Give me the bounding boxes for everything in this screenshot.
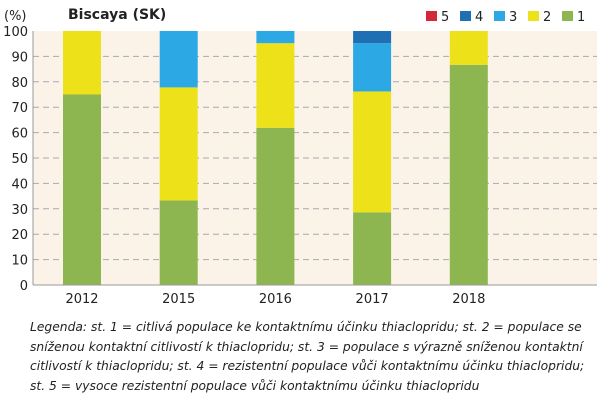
legend-note: Legenda: st. 1 = citlivá populace ke kon… [30, 320, 585, 393]
x-tick-label: 2015 [162, 292, 195, 307]
bar-segment-2017-st4 [353, 31, 392, 44]
y-tick-label: 80 [11, 76, 28, 91]
bar-segment-2016-st1 [256, 127, 295, 285]
y-tick-label: 40 [11, 177, 28, 192]
x-tick-label: 2016 [259, 292, 292, 307]
legend-label-4: 4 [475, 10, 483, 25]
y-tick-label: 50 [11, 152, 28, 167]
legend-label-5: 5 [441, 10, 449, 25]
legend-label-1: 1 [577, 10, 585, 25]
y-tick-label: 10 [11, 254, 28, 269]
legend-swatch-1 [562, 11, 573, 21]
y-tick-label: 100 [3, 25, 28, 40]
legend-swatch-4 [460, 11, 471, 21]
chart-title: Biscaya (SK) [68, 7, 166, 23]
bar-segment-2018-st1 [449, 64, 488, 285]
bar-segment-2018-st2 [449, 31, 488, 65]
x-tick-label: 2018 [452, 292, 485, 307]
y-tick-label: 20 [11, 228, 28, 243]
legend: 5 4 3 2 1 [426, 10, 585, 25]
bar-segment-2017-st2 [353, 91, 392, 213]
legend-label-2: 2 [543, 10, 551, 25]
stacked-bar-chart: 0 10 20 30 40 50 60 70 80 90 100 2012 2015 2016 2017 2… [3, 7, 597, 307]
y-axis-label: (%) [4, 9, 27, 24]
legend-swatch-3 [494, 11, 505, 21]
y-tick-label: 90 [11, 50, 28, 65]
bar-segment-2015-st3 [159, 31, 198, 88]
bar-segment-2012-st1 [63, 94, 101, 285]
y-tick-label: 70 [11, 101, 28, 116]
bar-segment-2012-st2 [63, 31, 101, 95]
legend-swatch-2 [528, 11, 539, 21]
legend-swatch-5 [426, 11, 437, 21]
bar-segment-2015-st1 [159, 200, 198, 285]
bar-segment-2017-st1 [353, 212, 392, 285]
bar-segment-2017-st3 [353, 43, 392, 92]
x-tick-label: 2017 [356, 292, 389, 307]
y-tick-label: 0 [20, 279, 28, 294]
y-tick-label: 30 [11, 203, 28, 218]
y-tick-label: 60 [11, 127, 28, 142]
bar-segment-2015-st2 [159, 87, 198, 201]
bar-segment-2016-st2 [256, 43, 295, 128]
x-tick-label: 2012 [65, 292, 98, 307]
bar-segment-2016-st3 [256, 31, 295, 44]
legend-label-3: 3 [509, 10, 517, 25]
